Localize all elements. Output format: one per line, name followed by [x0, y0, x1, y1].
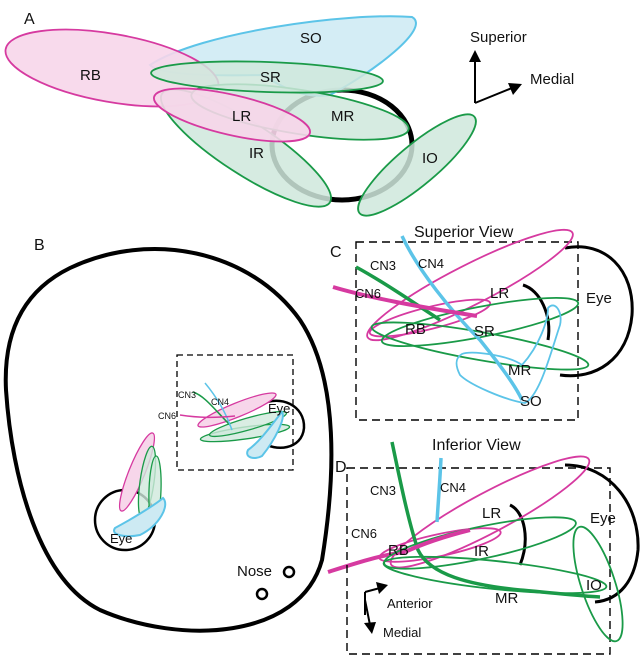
- head-outline: [3, 247, 334, 633]
- panel-c-title: Superior View: [414, 224, 514, 241]
- panel-d-rb: [378, 527, 502, 563]
- panel-c-so-label: SO: [520, 393, 542, 410]
- panel-d-title: Inferior View: [432, 437, 521, 454]
- panel-c-so: [455, 304, 562, 404]
- panel-d-cn4-nerve: [435, 457, 443, 523]
- panel-c-sr-label: SR: [474, 323, 495, 340]
- panel-b-cn3-label: CN3: [178, 390, 196, 400]
- panel-d-anterior-label: Anterior: [387, 596, 433, 611]
- panel-c-rb-label: RB: [405, 321, 426, 338]
- panel-d-io: [572, 525, 624, 643]
- panel-d-cn3-label: CN3: [370, 483, 396, 498]
- panel-c-lr-label: LR: [490, 285, 509, 302]
- panel-d-io-label: IO: [586, 577, 602, 594]
- panel-b-label: B: [34, 237, 45, 254]
- panel-a-label: A: [24, 11, 35, 28]
- panel-d-cn6-nerve: [404, 528, 471, 554]
- panel-d-ir-label: IR: [474, 543, 489, 560]
- panel-a-lr-label: LR: [232, 108, 251, 125]
- panel-a-ir-label: IR: [249, 145, 264, 162]
- panel-c-cn6-nerve: [332, 285, 478, 318]
- panel-d-orientation-arrows: [364, 582, 388, 634]
- panel-b-upper-sr: [208, 410, 288, 438]
- panel-d: D Inferior View CN3 CN4 CN6 LR RB IR MR …: [335, 437, 640, 655]
- panel-b-zoom-box: [176, 354, 294, 471]
- panel-a-mr-label: MR: [331, 108, 354, 125]
- panel-a-orientation-arrows: [469, 50, 522, 104]
- panel-b-eye-small-label: Eye: [268, 401, 290, 416]
- panel-a-rb-label: RB: [80, 67, 101, 84]
- panel-c-mr-label: MR: [508, 362, 531, 379]
- panel-a-io-muscle: [357, 113, 477, 217]
- nostril-2: [255, 587, 269, 601]
- panel-c-cn6-label: CN6: [355, 286, 381, 301]
- panel-c-eye: [559, 245, 634, 378]
- panel-c-cn4-label: CN4: [418, 256, 444, 271]
- orientation-medial-label: Medial: [530, 71, 574, 88]
- panel-b-lower-so: [113, 496, 167, 538]
- panel-b: B CN3 CN4 CN6 Eye Eye Nose: [3, 237, 406, 633]
- orientation-superior-label: Superior: [470, 29, 527, 46]
- panel-d-label: D: [335, 459, 347, 476]
- panel-c-lr: [366, 228, 574, 342]
- panel-c-sr: [380, 296, 580, 348]
- panel-b-upper-nerves: [192, 391, 231, 426]
- panel-d-eye-label: Eye: [590, 510, 616, 527]
- panel-c-cn3-nerve: [355, 265, 441, 322]
- panel-c-mr: [370, 321, 590, 371]
- panel-c-cn4-nerve: [400, 235, 524, 401]
- panel-c-eye-inner: [522, 283, 551, 341]
- panel-b-upper-eye: [261, 399, 306, 449]
- nostril-1: [282, 565, 296, 579]
- panel-b-eye-head-label: Eye: [110, 531, 132, 546]
- panel-d-dashed-frame: [346, 467, 611, 655]
- panel-d-mr: [382, 555, 608, 595]
- panel-a-sr-label: SR: [260, 69, 281, 86]
- panel-a-so-label: SO: [300, 30, 322, 47]
- panel-d-rb-label: RB: [388, 542, 409, 559]
- panel-b-to-d-connector: [327, 550, 406, 574]
- panel-d-cn4-label: CN4: [440, 480, 466, 495]
- panel-b-cn4-label: CN4: [211, 397, 229, 407]
- panel-b-nose-label: Nose: [237, 563, 272, 580]
- panel-d-mr-label: MR: [495, 590, 518, 607]
- panel-c: C Superior View CN3 CN4 CN6 LR RB SR MR …: [330, 224, 634, 421]
- panel-b-cn6-label: CN6: [158, 411, 176, 421]
- panel-b-upper-so: [246, 410, 284, 459]
- panel-a-lr-muscle: [153, 87, 311, 143]
- panel-d-cn6-label: CN6: [351, 526, 377, 541]
- panel-d-medial-label: Medial: [383, 625, 421, 640]
- panel-a-sr-muscle: [150, 60, 384, 94]
- panel-c-label: C: [330, 244, 342, 261]
- panel-d-eye-inner: [509, 503, 527, 566]
- panel-d-cn3-nerve: [390, 441, 601, 599]
- panel-c-cn3-label: CN3: [370, 258, 396, 273]
- panel-b-upper-lr: [197, 392, 277, 428]
- panel-a: A RB SO SR LR MR IR IO Superior Media: [4, 11, 574, 217]
- panel-a-io-label: IO: [422, 150, 438, 167]
- panel-c-eye-label: Eye: [586, 290, 612, 307]
- panel-c-dashed-frame: [355, 241, 579, 421]
- panel-d-lr-label: LR: [482, 505, 501, 522]
